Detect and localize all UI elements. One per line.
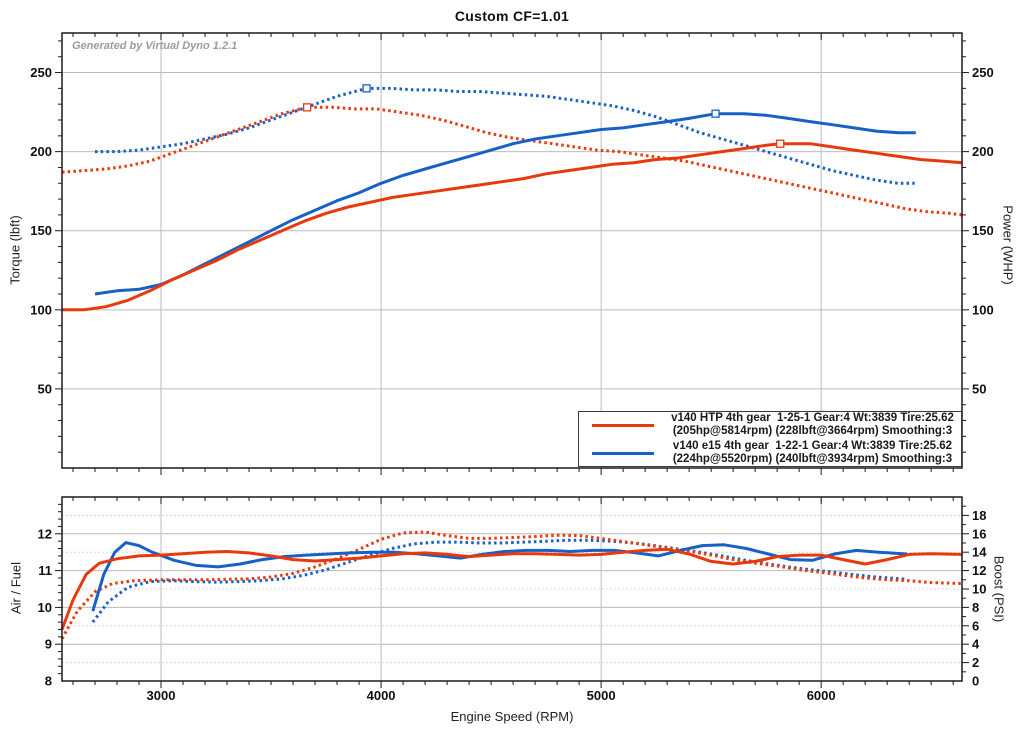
legend-e15-line1: v140 e15 4th gear 1-22-1 Gear:4 Wt:3839 …: [672, 440, 953, 452]
svg-text:18: 18: [972, 508, 986, 523]
boost-axis-title: Boost (PSI): [991, 555, 1007, 623]
svg-text:4000: 4000: [367, 688, 396, 703]
chart-title: Custom CF=1.01: [454, 8, 570, 24]
svg-text:6: 6: [972, 618, 979, 633]
svg-text:6000: 6000: [807, 688, 836, 703]
legend-htp-line2: (205hp@5814rpm) (228lbft@3664rpm) Smooth…: [672, 425, 953, 437]
svg-text:12: 12: [972, 563, 986, 578]
engine-speed-axis-title: Engine Speed (RPM): [450, 709, 574, 724]
svg-text:10: 10: [38, 600, 52, 615]
legend-htp-line1: v140 HTP 4th gear 1-25-1 Gear:4 Wt:3839 …: [671, 412, 954, 424]
legend-entry-e15: v140 e15 4th gear 1-22-1 Gear:4 Wt:3839 …: [579, 440, 961, 466]
svg-text:5000: 5000: [587, 688, 616, 703]
svg-text:4: 4: [972, 637, 980, 652]
legend-e15-line2: (224hp@5520rpm) (240lbft@3934rpm) Smooth…: [672, 453, 953, 465]
svg-text:200: 200: [30, 144, 52, 159]
svg-text:10: 10: [972, 582, 986, 597]
svg-text:250: 250: [972, 65, 994, 80]
svg-text:14: 14: [972, 545, 987, 560]
watermark: Generated by Virtual Dyno 1.2.1: [72, 40, 238, 52]
legend-red-line-swatch: [592, 423, 654, 427]
power-axis-title: Power (WHP): [1000, 205, 1016, 285]
svg-text:12: 12: [38, 526, 52, 541]
torque-axis-title: Torque (lbft): [7, 215, 23, 285]
svg-text:2: 2: [972, 655, 979, 670]
svg-text:3000: 3000: [147, 688, 176, 703]
svg-text:50: 50: [38, 381, 52, 396]
svg-text:11: 11: [38, 563, 52, 578]
svg-text:100: 100: [972, 302, 994, 317]
svg-text:0: 0: [972, 674, 979, 689]
svg-text:8: 8: [45, 674, 52, 689]
svg-text:200: 200: [972, 144, 994, 159]
svg-text:250: 250: [30, 65, 52, 80]
svg-text:8: 8: [972, 600, 979, 615]
legend-blue-line-swatch: [592, 451, 654, 455]
legend: v140 HTP 4th gear 1-25-1 Gear:4 Wt:3839 …: [578, 411, 962, 467]
svg-text:150: 150: [30, 223, 52, 238]
legend-entry-htp: v140 HTP 4th gear 1-25-1 Gear:4 Wt:3839 …: [579, 412, 961, 438]
svg-text:16: 16: [972, 526, 986, 541]
svg-text:9: 9: [45, 637, 52, 652]
svg-text:50: 50: [972, 381, 986, 396]
afr-axis-title: Air / Fuel: [8, 561, 24, 615]
svg-text:100: 100: [30, 302, 52, 317]
svg-text:150: 150: [972, 223, 994, 238]
